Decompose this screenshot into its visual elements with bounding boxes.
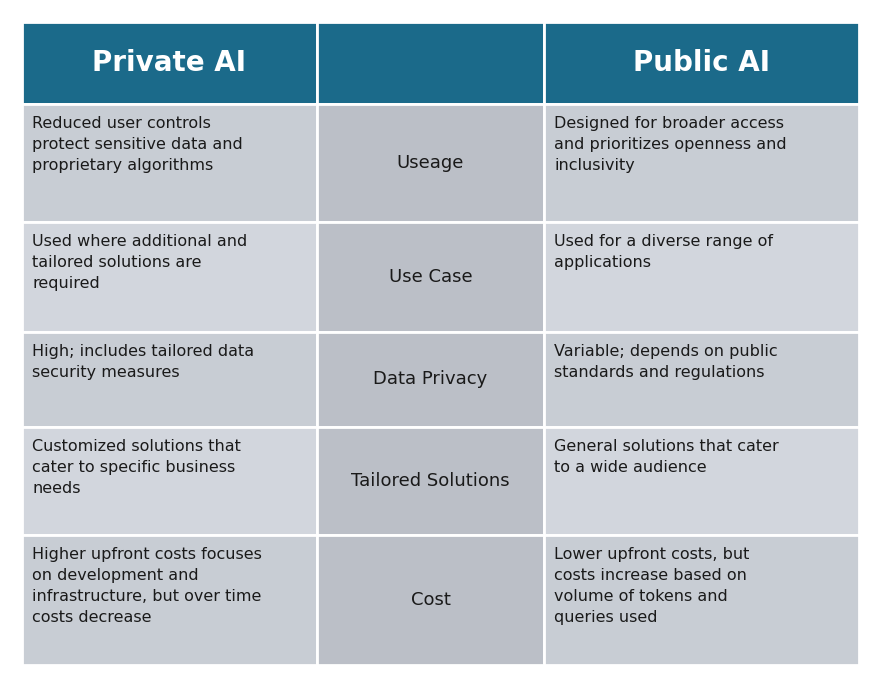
Text: General solutions that cater
to a wide audience: General solutions that cater to a wide a…	[554, 439, 779, 475]
Text: Used where additional and
tailored solutions are
required: Used where additional and tailored solut…	[32, 234, 248, 291]
Bar	[544, 427, 859, 535]
Bar	[544, 104, 859, 222]
Text: High; includes tailored data
security measures: High; includes tailored data security me…	[32, 344, 254, 380]
Text: Data Privacy: Data Privacy	[374, 370, 487, 389]
Text: Use Case: Use Case	[389, 268, 472, 286]
Bar	[544, 535, 859, 665]
Text: Cost: Cost	[411, 591, 450, 609]
Bar	[22, 535, 316, 665]
Text: Public AI: Public AI	[633, 49, 770, 77]
Bar	[316, 427, 544, 535]
Bar	[316, 104, 544, 222]
Bar	[316, 535, 544, 665]
Bar	[544, 332, 859, 427]
Text: Useage: Useage	[396, 154, 464, 172]
Text: Variable; depends on public
standards and regulations: Variable; depends on public standards an…	[554, 344, 778, 380]
Text: Tailored Solutions: Tailored Solutions	[352, 472, 510, 490]
Bar	[22, 427, 316, 535]
Bar	[22, 332, 316, 427]
Bar	[22, 222, 316, 332]
Bar	[316, 332, 544, 427]
Text: Higher upfront costs focuses
on development and
infrastructure, but over time
co: Higher upfront costs focuses on developm…	[32, 547, 262, 625]
Bar	[316, 22, 544, 104]
Bar	[22, 22, 316, 104]
Text: Customized solutions that
cater to specific business
needs: Customized solutions that cater to speci…	[32, 439, 241, 496]
Text: Reduced user controls
protect sensitive data and
proprietary algorithms: Reduced user controls protect sensitive …	[32, 116, 243, 173]
Text: Used for a diverse range of
applications: Used for a diverse range of applications	[554, 234, 774, 270]
Bar	[22, 104, 316, 222]
Text: Designed for broader access
and prioritizes openness and
inclusivity: Designed for broader access and prioriti…	[554, 116, 787, 173]
Text: Private AI: Private AI	[93, 49, 247, 77]
Bar	[544, 222, 859, 332]
Bar	[316, 222, 544, 332]
Bar	[544, 22, 859, 104]
Text: Lower upfront costs, but
costs increase based on
volume of tokens and
queries us: Lower upfront costs, but costs increase …	[554, 547, 750, 625]
